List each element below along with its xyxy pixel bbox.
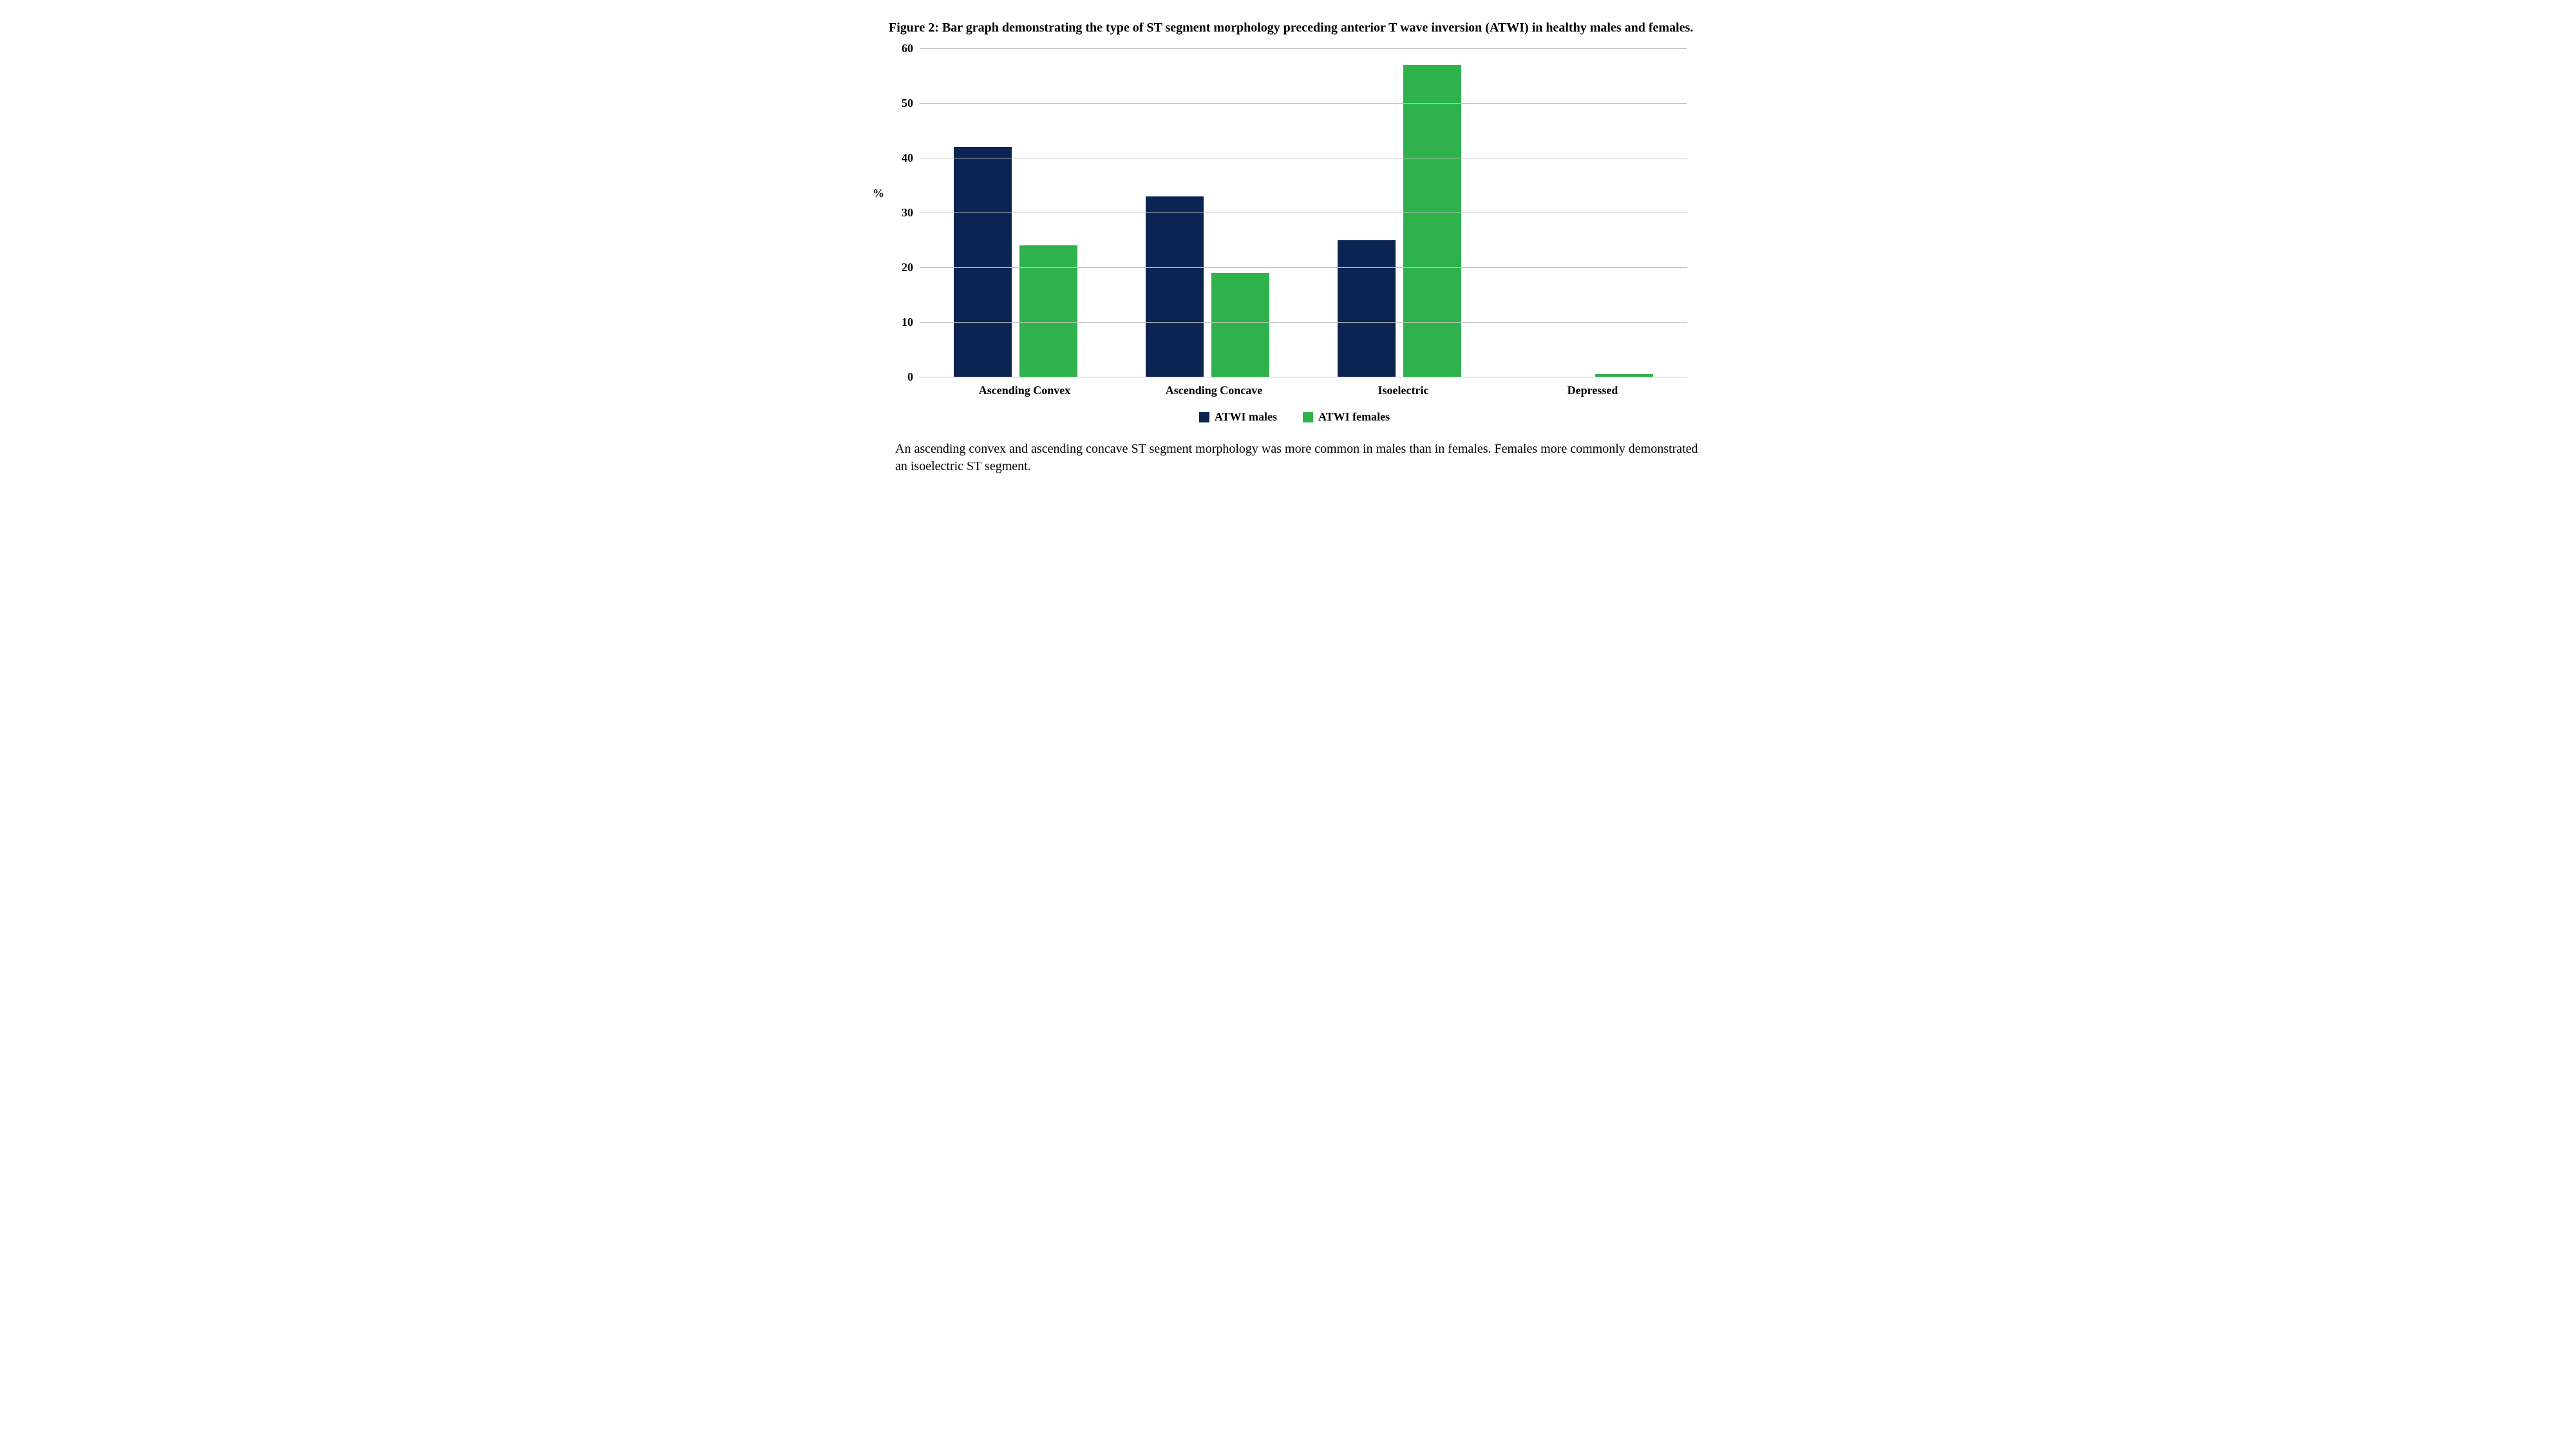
bar: [1403, 65, 1461, 377]
y-axis-label: %: [873, 187, 884, 200]
bar: [1019, 245, 1077, 377]
gridline: [920, 103, 1687, 104]
legend: ATWI males ATWI females: [902, 410, 1687, 424]
figure-container: Figure 2: Bar graph demonstrating the ty…: [837, 0, 1739, 501]
gridline: [920, 48, 1687, 49]
gridline: [920, 267, 1687, 268]
bar: [1338, 240, 1396, 377]
legend-label: ATWI males: [1215, 410, 1277, 424]
x-tick-label: Ascending Convex: [930, 377, 1119, 397]
legend-item: ATWI males: [1199, 410, 1277, 424]
bar: [1595, 374, 1653, 377]
figure-title: Figure 2: Bar graph demonstrating the ty…: [889, 19, 1713, 37]
bar: [954, 147, 1012, 377]
bar: [1146, 196, 1204, 377]
x-tick-label: Isoelectric: [1309, 377, 1498, 397]
x-tick-label: Depressed: [1498, 377, 1687, 397]
bar: [1211, 273, 1269, 377]
legend-swatch: [1303, 412, 1313, 422]
x-tick-label: Ascending Concave: [1119, 377, 1309, 397]
figure-caption: An ascending convex and ascending concav…: [895, 440, 1707, 475]
gridline: [920, 322, 1687, 323]
legend-swatch: [1199, 412, 1209, 422]
plot-region: [920, 48, 1687, 377]
plot-wrapper: 60 50 40 30 20 10 0: [902, 48, 1687, 377]
y-axis: 60 50 40 30 20 10 0: [902, 48, 920, 377]
legend-item: ATWI females: [1303, 410, 1390, 424]
legend-label: ATWI females: [1318, 410, 1390, 424]
chart-area: % 60 50 40 30 20 10 0 Ascending ConvexAs…: [902, 48, 1687, 424]
x-axis: Ascending ConvexAscending ConcaveIsoelec…: [930, 377, 1687, 397]
